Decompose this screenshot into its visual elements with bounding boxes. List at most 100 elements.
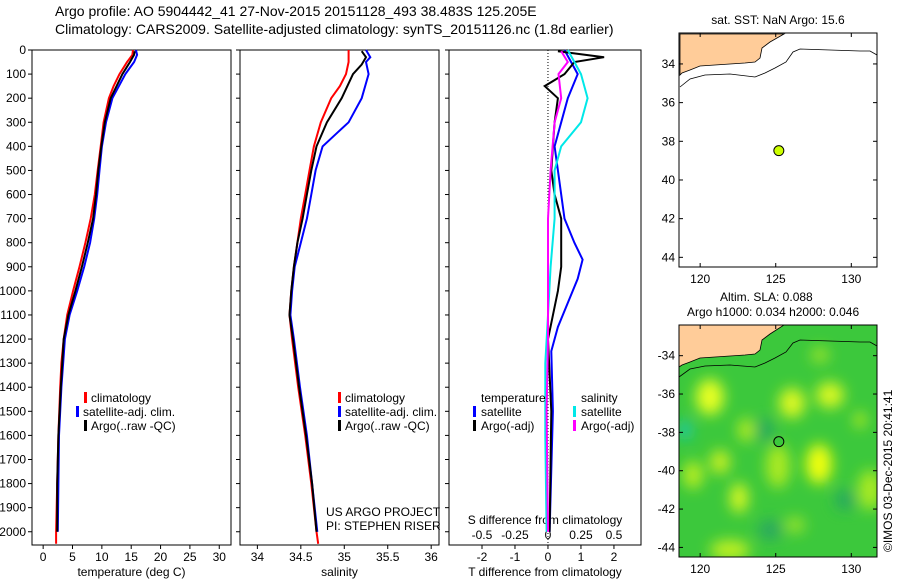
legend-label: Argo(-adj) xyxy=(481,419,534,433)
legend-label: Argo(-adj) xyxy=(581,419,634,433)
shelf-contour xyxy=(679,339,877,378)
lon-tick-label: 125 xyxy=(766,272,786,286)
x-tick-label: 0 xyxy=(545,550,552,564)
plot-frame xyxy=(31,49,232,546)
series-argo-raw-qc- xyxy=(56,51,136,532)
x-tick-label: 35.5 xyxy=(376,550,400,564)
sla-map: Altim. SLA: 0.088 Argo h1000: 0.034 h200… xyxy=(658,290,895,576)
y-tick-label: 0 xyxy=(19,43,26,57)
legend-swatch-t-satellite xyxy=(473,406,476,417)
x-tick-label: 5 xyxy=(69,550,76,564)
legend-label: climatology xyxy=(91,391,151,405)
lat-tick-label: 40 xyxy=(662,173,676,187)
x-tick-label: 10 xyxy=(95,550,109,564)
s-tick-label: -0.5 xyxy=(472,528,493,542)
sst-map: sat. SST: NaN Argo: 15.6 120 125 130 34 36 38… xyxy=(662,13,878,286)
argo-float-marker xyxy=(773,145,785,157)
s-axis-label: S difference from climatology xyxy=(468,513,623,527)
y-tick-label: 200 xyxy=(6,91,26,105)
legend-title-temperature: temperature xyxy=(481,391,546,405)
lon-tick-label: 125 xyxy=(766,562,786,576)
x-tick-label: -1 xyxy=(510,550,521,564)
legend-swatch-t-argo xyxy=(473,420,476,431)
x-tick-label: 20 xyxy=(154,550,168,564)
x-tick-label: 36 xyxy=(424,550,438,564)
y-tick-label: 500 xyxy=(6,163,26,177)
lat-tick-label: 38 xyxy=(662,134,676,148)
lat-tick-label: -36 xyxy=(658,387,676,401)
difference-profile-panel: -2 -1 0 1 2T difference from climatology -0.5… xyxy=(445,49,642,579)
s-tick-label: -0.25 xyxy=(501,528,529,542)
temperature-profile-panel: 0 5 10 15 20 25 30 temperature (deg C) 0 100 200 30… xyxy=(0,43,232,579)
imos-credit: ©IMOS 03-Dec-2015 20:41:41 xyxy=(881,389,895,552)
y-tick-label: 1200 xyxy=(0,332,26,346)
x-tick-label: 30 xyxy=(213,550,227,564)
x-tick-label: 34 xyxy=(251,550,265,564)
x-tick-label: 25 xyxy=(183,550,197,564)
difference-legend: temperature salinity satellite Argo(-adj… xyxy=(473,391,634,433)
legend-swatch-satellite xyxy=(76,406,79,417)
shelf-contour xyxy=(679,48,878,88)
salinity-profile-panel: 34 34.5 35 35.5 36 salinity xyxy=(236,49,440,579)
y-tick-label: 1400 xyxy=(0,380,26,394)
legend-label: satellite-adj. clim. xyxy=(83,405,175,419)
lat-tick-label: -40 xyxy=(658,464,676,478)
legend-swatch-s-satellite xyxy=(573,406,576,417)
series-satellite-adj-clim- xyxy=(289,49,372,532)
project-annotation: US ARGO PROJECT xyxy=(326,505,441,519)
y-tick-label: 2000 xyxy=(0,525,26,539)
x-axis-label: salinity xyxy=(321,565,358,579)
argo-float-marker xyxy=(773,436,785,448)
legend-swatch-argo xyxy=(338,420,341,431)
series-s-argo-adj- xyxy=(545,50,570,532)
y-tick-label: 1900 xyxy=(0,501,26,515)
x-tick-label: 34.5 xyxy=(289,550,313,564)
x-tick-label: 35 xyxy=(338,550,352,564)
series-satellite-adj-clim- xyxy=(56,49,139,532)
x-tick-label: 15 xyxy=(125,550,139,564)
y-tick-label: 900 xyxy=(6,260,26,274)
header-line-2: Climatology: CARS2009. Satellite-adjuste… xyxy=(55,21,614,37)
y-tick-label: 400 xyxy=(6,139,26,153)
series-climatology xyxy=(288,50,350,544)
sla-map-title: Altim. SLA: 0.088 xyxy=(720,290,813,304)
lon-tick-label: 120 xyxy=(690,562,710,576)
lat-tick-label: 44 xyxy=(662,250,676,264)
legend-title-salinity: salinity xyxy=(581,391,618,405)
header-line-1: Argo profile: AO 5904442_41 27-Nov-2015 … xyxy=(55,3,537,19)
plot-frame xyxy=(239,49,440,546)
y-tick-label: 1100 xyxy=(0,308,26,322)
y-tick-label: 800 xyxy=(6,236,26,250)
pi-annotation: PI: STEPHEN RISER xyxy=(326,519,441,533)
y-tick-label: 1000 xyxy=(0,284,26,298)
lat-tick-label: 34 xyxy=(662,57,676,71)
series-argo-raw-qc- xyxy=(288,50,368,532)
y-tick-label: 1600 xyxy=(0,428,26,442)
legend-label: satellite-adj. clim. xyxy=(345,405,437,419)
x-tick-label: 2 xyxy=(611,550,618,564)
legend-swatch-argo xyxy=(84,420,87,431)
legend-label: Argo(..raw -QC) xyxy=(91,419,176,433)
series-climatology xyxy=(55,49,134,544)
lon-tick-label: 130 xyxy=(841,272,861,286)
lat-tick-label: -42 xyxy=(658,502,676,516)
y-tick-label: 700 xyxy=(6,212,26,226)
sla-field xyxy=(679,325,877,557)
lat-tick-label: 36 xyxy=(662,96,676,110)
y-tick-label: 600 xyxy=(6,188,26,202)
sst-map-title: sat. SST: NaN Argo: 15.6 xyxy=(711,13,845,27)
s-tick-label: 0 xyxy=(545,528,552,542)
x-axis-label: T difference from climatology xyxy=(468,565,622,579)
y-tick-label: 1800 xyxy=(0,477,26,491)
legend-swatch-climatology xyxy=(84,392,87,403)
x-tick-label: 1 xyxy=(578,550,585,564)
series-t-satellite xyxy=(548,49,584,532)
legend-swatch-climatology xyxy=(338,392,341,403)
legend-swatch-s-argo xyxy=(573,420,576,431)
legend-label: climatology xyxy=(345,391,405,405)
legend-label: satellite xyxy=(581,405,622,419)
plot-frame xyxy=(448,49,642,546)
legend-label: Argo(..raw -QC) xyxy=(345,419,430,433)
s-tick-label: 0.5 xyxy=(606,528,623,542)
